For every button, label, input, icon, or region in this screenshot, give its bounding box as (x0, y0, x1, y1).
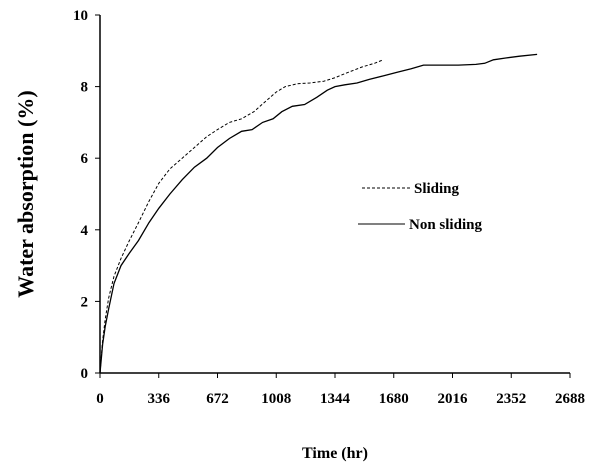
x-ticks: 0 336 672 1008 1344 1680 2016 2352 2688 (96, 373, 585, 407)
series-line-sliding (99, 59, 384, 374)
x-axis-title: Time (hr) (302, 445, 368, 462)
legend-non-sliding-label: Non sliding (409, 217, 482, 233)
x-tick-label: 2016 (438, 391, 469, 407)
x-tick-label: 2352 (496, 391, 526, 407)
y-tick-label: 10 (73, 8, 88, 24)
legend-sliding-label: Sliding (414, 181, 460, 197)
x-tick-label: 2688 (555, 391, 585, 407)
series-line-non-sliding (99, 53, 538, 374)
y-tick-label: 6 (81, 151, 89, 167)
y-axis-title: Water absorption (%) (13, 90, 38, 297)
series-lines (99, 53, 538, 374)
x-tick-label: 1680 (379, 391, 409, 407)
x-tick-label: 336 (148, 391, 171, 407)
y-tick-label: 8 (81, 80, 89, 96)
y-tick-label: 2 (81, 294, 89, 310)
x-tick-label: 1008 (261, 391, 291, 407)
x-tick-label: 0 (96, 391, 104, 407)
x-tick-label: 1344 (320, 391, 351, 407)
legend: Sliding Non sliding (358, 181, 482, 233)
y-tick-label: 4 (81, 223, 89, 239)
y-tick-label: 0 (81, 366, 89, 382)
y-ticks: 0 2 4 6 8 10 (73, 8, 100, 382)
plot-area: 0 336 672 1008 1344 1680 2016 2352 2688 0 2 4 6 8 10 (73, 8, 585, 407)
x-tick-label: 672 (206, 391, 229, 407)
